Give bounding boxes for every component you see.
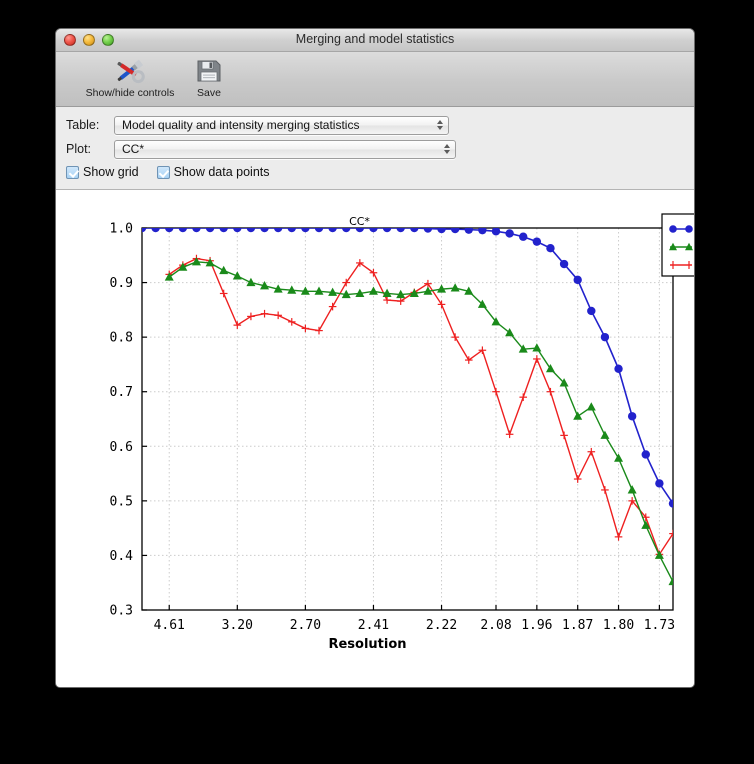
svg-text:1.87: 1.87 xyxy=(562,618,593,633)
show-hide-controls-label: Show/hide controls xyxy=(85,87,175,99)
chevron-updown-icon xyxy=(437,120,443,130)
checkmark-icon xyxy=(156,165,170,179)
svg-text:0.6: 0.6 xyxy=(110,440,133,455)
checkbox-row: Show grid Show data points xyxy=(56,161,694,183)
plot-select[interactable]: CC* xyxy=(114,139,456,159)
svg-text:CC*: CC* xyxy=(349,215,370,228)
controls-panel: Table: Model quality and intensity mergi… xyxy=(56,107,694,190)
close-button[interactable] xyxy=(64,34,76,46)
toolbar: Show/hide controls Save xyxy=(56,52,694,107)
show-grid-label: Show grid xyxy=(83,165,139,179)
svg-text:0.8: 0.8 xyxy=(110,331,133,346)
svg-text:1.80: 1.80 xyxy=(603,618,634,633)
table-row: Table: Model quality and intensity mergi… xyxy=(56,113,694,137)
zoom-button[interactable] xyxy=(102,34,114,46)
table-select-value: Model quality and intensity merging stat… xyxy=(122,118,360,132)
minimize-button[interactable] xyxy=(83,34,95,46)
window-controls xyxy=(64,34,114,46)
svg-text:1.73: 1.73 xyxy=(644,618,675,633)
tools-icon xyxy=(113,56,147,86)
svg-text:0.9: 0.9 xyxy=(110,276,133,291)
window-title: Merging and model statistics xyxy=(295,32,455,46)
cc-star-chart: 1.0 0.9 0.8 0.7 0.6 0.5 0.4 0.3 4.61 3.20 2.70 2.41… xyxy=(110,213,694,652)
show-grid-checkbox[interactable]: Show grid xyxy=(66,165,139,179)
checkmark-icon xyxy=(66,165,79,179)
show-data-points-checkbox[interactable]: Show data points xyxy=(156,165,270,179)
table-label: Table: xyxy=(66,118,100,132)
floppy-disk-icon xyxy=(195,56,223,86)
chevron-updown-icon xyxy=(444,144,450,154)
svg-text:0.3: 0.3 xyxy=(110,604,133,619)
svg-text:3.20: 3.20 xyxy=(222,618,253,633)
save-button[interactable]: Save xyxy=(182,56,236,99)
svg-text:2.22: 2.22 xyxy=(426,618,457,633)
svg-text:1.0: 1.0 xyxy=(110,222,133,237)
save-label: Save xyxy=(197,87,221,99)
svg-text:4.61: 4.61 xyxy=(154,618,185,633)
svg-text:2.41: 2.41 xyxy=(358,618,389,633)
svg-text:2.70: 2.70 xyxy=(290,618,321,633)
svg-text:0.7: 0.7 xyxy=(110,385,133,400)
plot-area: 1.0 0.9 0.8 0.7 0.6 0.5 0.4 0.3 4.61 3.20 2.70 2.41… xyxy=(56,190,694,687)
svg-text:0.5: 0.5 xyxy=(110,494,133,509)
svg-text:1.96: 1.96 xyxy=(521,618,552,633)
plot-label: Plot: xyxy=(66,142,92,156)
plot-row: Plot: CC* xyxy=(56,137,694,161)
show-data-points-label: Show data points xyxy=(173,165,270,179)
show-hide-controls-button[interactable]: Show/hide controls xyxy=(84,56,176,99)
svg-text:Resolution: Resolution xyxy=(328,637,406,652)
table-select[interactable]: Model quality and intensity merging stat… xyxy=(114,115,449,135)
svg-text:0.4: 0.4 xyxy=(110,549,134,564)
application-window: Merging and model statistics xyxy=(55,28,695,688)
svg-text:2.08: 2.08 xyxy=(480,618,511,633)
window-titlebar[interactable]: Merging and model statistics xyxy=(56,29,694,52)
plot-select-value: CC* xyxy=(122,142,145,156)
